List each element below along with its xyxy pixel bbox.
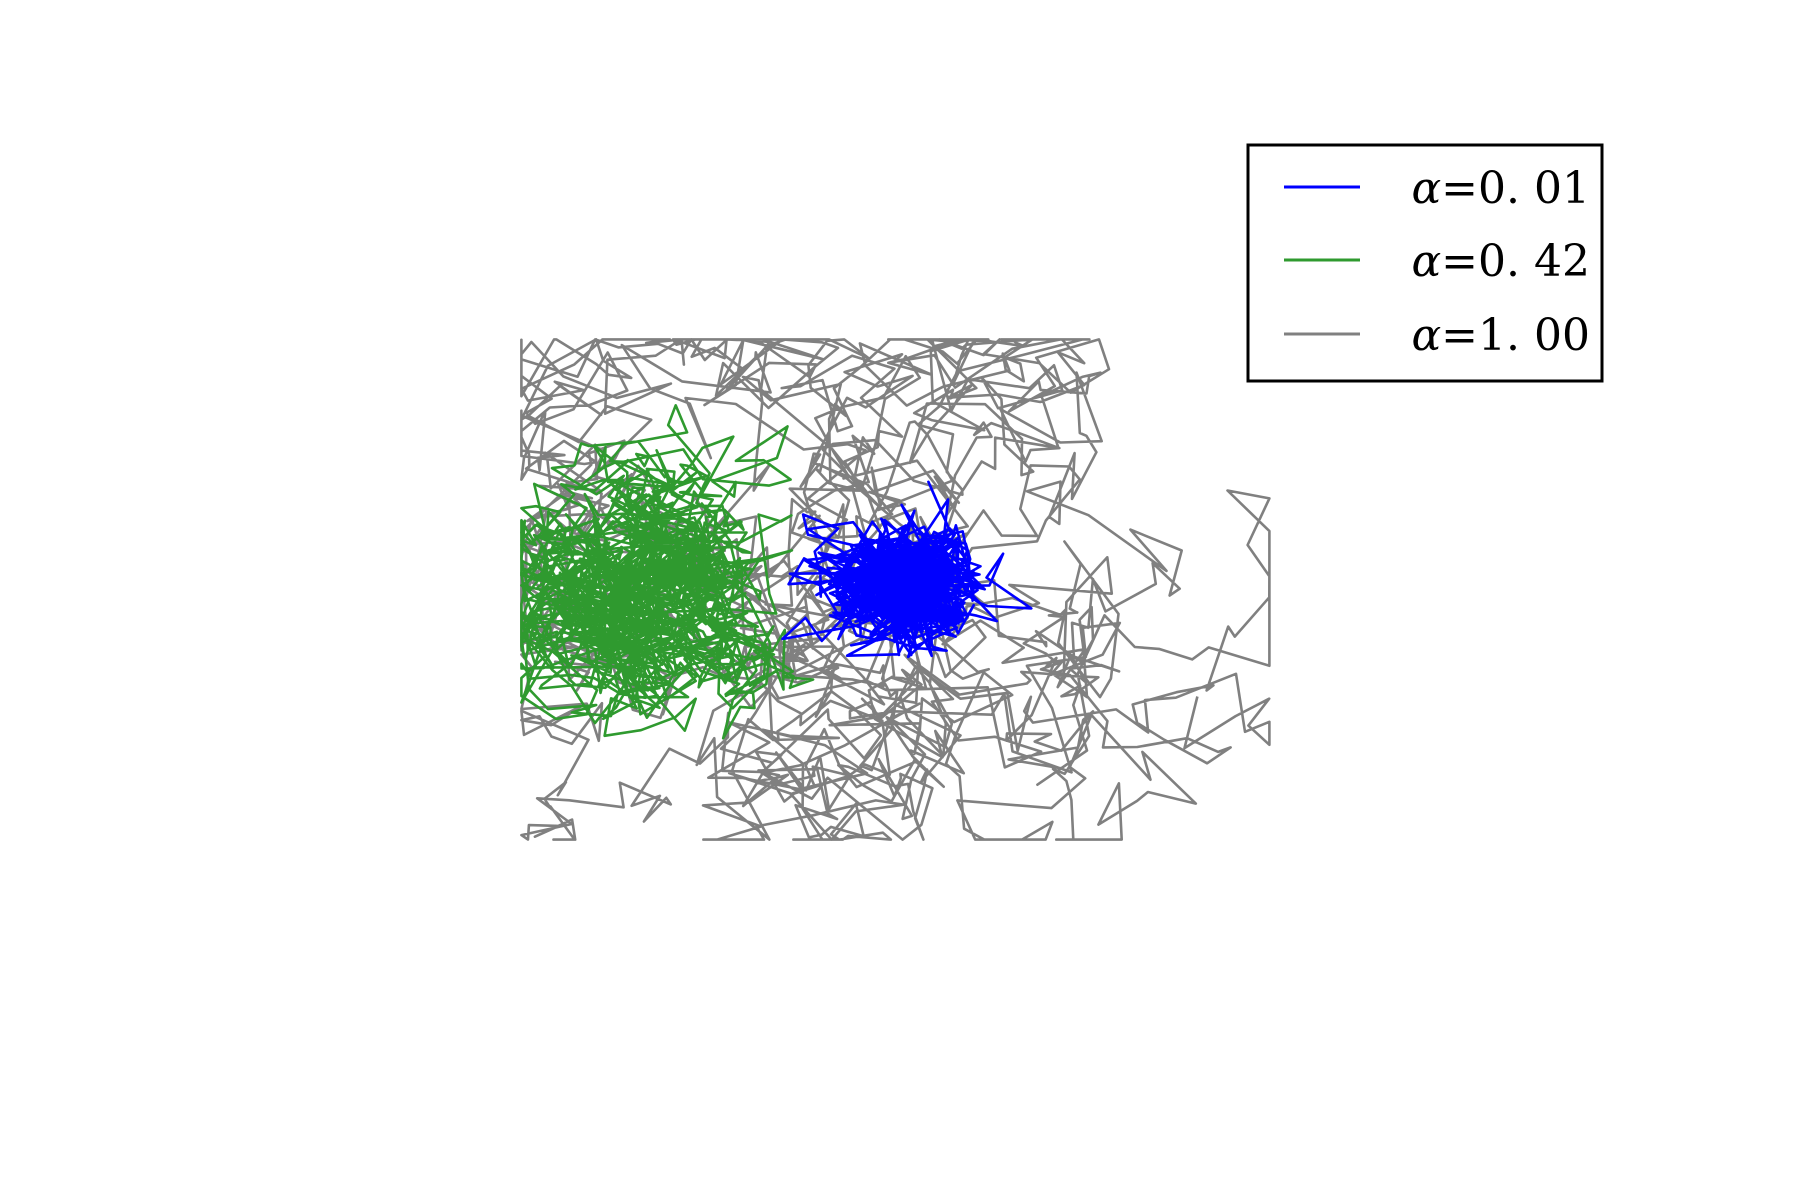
legend-frame <box>1246 143 1604 383</box>
legend-label: α=1. 00 <box>1411 310 1590 361</box>
series-layer <box>520 338 1271 841</box>
legend: α=0. 01 α=0. 42 α=1. 00 <box>1246 143 1604 383</box>
legend-label: α=0. 42 <box>1411 236 1590 287</box>
series-line-alpha-0-01 <box>781 480 1033 659</box>
legend-entry: α=0. 42 <box>1284 236 1590 287</box>
series-line-alpha-0-42 <box>520 403 815 740</box>
legend-label: α=0. 01 <box>1411 163 1590 214</box>
legend-entry: α=1. 00 <box>1284 310 1590 361</box>
legend-entry: α=0. 01 <box>1284 163 1590 214</box>
